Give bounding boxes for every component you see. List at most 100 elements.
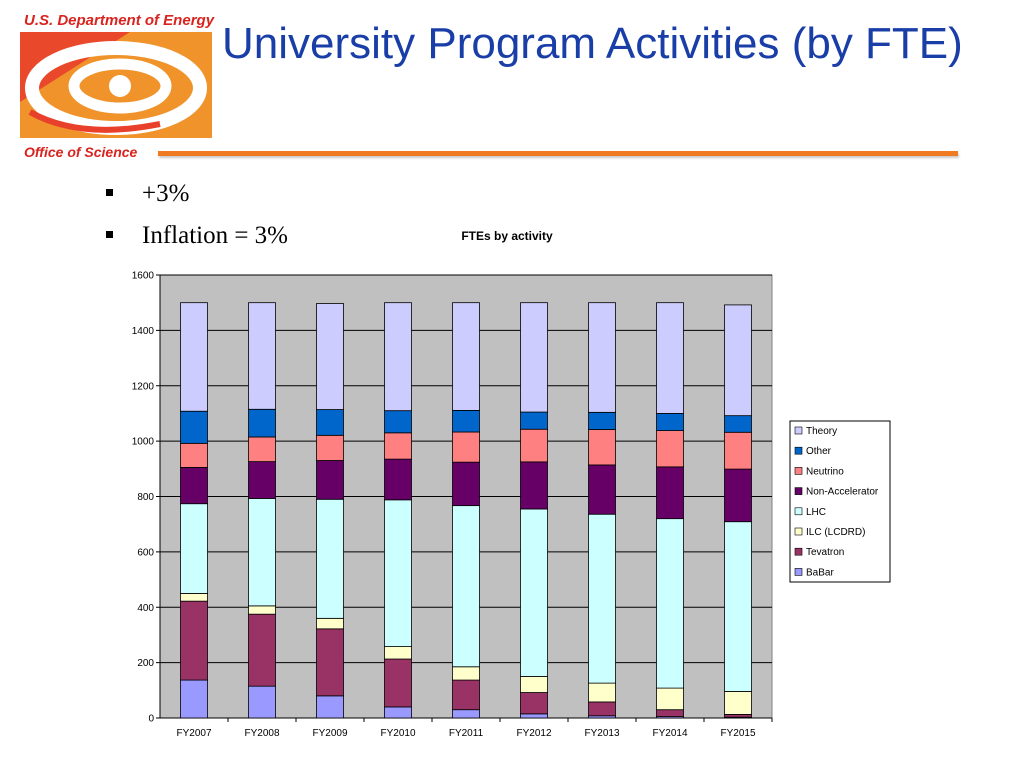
- legend-swatch: [794, 527, 803, 536]
- bar-segment-theory: [180, 302, 208, 412]
- bar-segment-theory: [724, 304, 752, 417]
- bar-segment-other: [316, 409, 344, 436]
- chart-title: FTEs by activity: [461, 229, 553, 243]
- x-tick-label: FY2009: [312, 728, 347, 739]
- legend-swatch: [794, 568, 803, 576]
- page-title: University Program Activities (by FTE): [222, 19, 963, 68]
- bar-segment-lhc: [180, 503, 208, 594]
- x-tick-label: FY2012: [516, 728, 551, 739]
- bar-segment-lhc: [384, 499, 412, 647]
- bar-segment-neutrino: [724, 431, 752, 470]
- bar-segment-babar: [180, 679, 208, 719]
- x-tick-label: FY2011: [449, 728, 484, 739]
- bar-segment-non-accelerator: [384, 458, 412, 501]
- x-tick-label: FY2015: [720, 728, 755, 739]
- bullet-marker-icon: [106, 231, 113, 238]
- bar-segment-non-accelerator: [656, 466, 684, 520]
- legend-swatch: [794, 547, 803, 556]
- y-tick-label: 400: [137, 603, 154, 614]
- bar-segment-lhc: [316, 498, 344, 619]
- x-tick-label: FY2008: [244, 728, 279, 739]
- bar-segment-tevatron: [588, 701, 616, 717]
- y-tick-label: 1200: [132, 381, 155, 392]
- bar-segment-babar: [384, 706, 412, 719]
- bar-segment-non-accelerator: [724, 468, 752, 523]
- office-of-science-label: Office of Science: [24, 144, 138, 160]
- doe-office-of-science-logo: [20, 32, 212, 138]
- bar-segment-lhc: [248, 498, 276, 607]
- bar-segment-ilc-lcdrd: [316, 617, 344, 630]
- y-tick-label: 1600: [132, 271, 155, 282]
- legend-swatch: [794, 426, 803, 435]
- bar-segment-tevatron: [656, 709, 684, 718]
- bar-segment-ilc-lcdrd: [248, 605, 276, 615]
- bar-segment-lhc: [588, 513, 616, 684]
- bar-segment-other: [384, 410, 412, 434]
- x-tick-label: FY2014: [652, 728, 687, 739]
- bar-segment-neutrino: [520, 428, 548, 463]
- y-tick-label: 1400: [132, 326, 155, 337]
- bar-segment-theory: [316, 303, 344, 410]
- legend-swatch: [794, 446, 803, 455]
- bar-segment-ilc-lcdrd: [724, 691, 752, 715]
- bar-segment-ilc-lcdrd: [656, 687, 684, 711]
- legend-label: LHC: [806, 507, 826, 518]
- bar-segment-lhc: [724, 521, 752, 692]
- bar-segment-neutrino: [180, 442, 208, 468]
- bar-segment-tevatron: [384, 658, 412, 708]
- legend-label: Non-Accelerator: [806, 487, 879, 498]
- legend-swatch: [794, 467, 803, 475]
- bar-segment-babar: [316, 695, 344, 719]
- bar-segment-tevatron: [452, 679, 480, 711]
- bar-segment-non-accelerator: [248, 461, 276, 499]
- bar-segment-neutrino: [452, 431, 480, 463]
- bullet-text: +3%: [142, 180, 190, 207]
- bar-segment-babar: [520, 713, 548, 719]
- bar-segment-lhc: [520, 508, 548, 677]
- bar-segment-tevatron: [248, 613, 276, 687]
- bullet-text: Inflation = 3%: [142, 222, 289, 249]
- bar-segment-ilc-lcdrd: [520, 676, 548, 693]
- doe-org-name: U.S. Department of Energy: [24, 12, 215, 29]
- legend-label: Other: [806, 446, 832, 457]
- bar-segment-theory: [656, 302, 684, 414]
- bar-segment-theory: [452, 302, 480, 411]
- bar-segment-other: [656, 413, 684, 432]
- bar-segment-babar: [452, 709, 480, 719]
- bullet-list: +3% Inflation = 3%: [104, 178, 288, 262]
- bar-segment-other: [724, 415, 752, 433]
- bar-segment-lhc: [452, 505, 480, 668]
- fte-stacked-bar-chart: FTEs by activity 0 200 400 600 800 1000 1200 140…: [132, 229, 891, 739]
- legend-label: Theory: [806, 426, 837, 437]
- y-tick-label: 800: [137, 492, 154, 503]
- bar-segment-neutrino: [316, 434, 344, 461]
- chart-legend: [789, 420, 891, 583]
- bar-segment-tevatron: [724, 714, 752, 718]
- bar-segment-lhc: [656, 518, 684, 689]
- x-tick-label: FY2007: [176, 728, 211, 739]
- legend-swatch: [794, 507, 803, 516]
- bar-segment-ilc-lcdrd: [384, 646, 412, 660]
- bar-segment-theory: [588, 302, 616, 413]
- bar-segment-non-accelerator: [520, 461, 548, 510]
- bar-segment-ilc-lcdrd: [588, 682, 616, 703]
- bar-segment-non-accelerator: [588, 464, 616, 515]
- legend-label: ILC (LCDRD): [806, 527, 865, 538]
- legend-label: Neutrino: [806, 466, 844, 477]
- header-divider: [158, 151, 958, 156]
- x-tick-label: FY2013: [584, 728, 619, 739]
- legend-label: BaBar: [806, 567, 834, 578]
- x-tick-label: FY2010: [380, 728, 415, 739]
- bar-segment-theory: [520, 302, 548, 413]
- bar-segment-theory: [384, 302, 412, 412]
- bar-segment-non-accelerator: [180, 467, 208, 505]
- bar-segment-other: [588, 411, 616, 430]
- y-tick-label: 1000: [132, 437, 155, 448]
- bar-segment-theory: [248, 302, 276, 410]
- bar-segment-non-accelerator: [452, 461, 480, 507]
- bar-segment-other: [520, 411, 548, 430]
- bar-segment-non-accelerator: [316, 460, 344, 500]
- bar-segment-babar: [248, 685, 276, 719]
- legend-label: Tevatron: [806, 547, 844, 558]
- y-tick-label: 0: [148, 714, 154, 725]
